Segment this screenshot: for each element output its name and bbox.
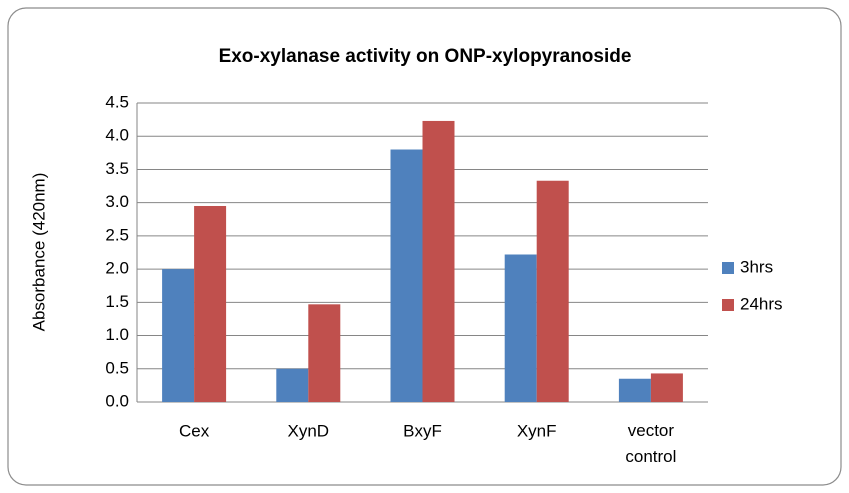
bar <box>618 378 651 402</box>
y-tick-label: 4.0 <box>105 126 129 145</box>
y-tick-label: 3.0 <box>105 192 129 211</box>
bar <box>162 269 195 402</box>
x-tick-label: XynD <box>288 421 330 440</box>
bar <box>650 373 683 402</box>
bar <box>390 149 423 402</box>
y-tick-label: 2.5 <box>105 225 129 244</box>
bar <box>276 368 309 402</box>
bar <box>504 254 537 402</box>
legend-label: 3hrs <box>740 257 773 276</box>
bar <box>422 120 455 402</box>
legend-swatch <box>722 262 734 274</box>
x-tick-label: BxyF <box>403 421 442 440</box>
y-tick-label: 4.5 <box>105 92 129 111</box>
legend-label: 24hrs <box>740 294 783 313</box>
bar <box>308 304 341 402</box>
x-tick-label: XynF <box>517 421 557 440</box>
y-axis-label: Absorbance (420nm) <box>29 173 48 332</box>
y-tick-label: 2.0 <box>105 259 129 278</box>
x-tick-label: Cex <box>179 421 210 440</box>
bar <box>194 205 227 402</box>
chart-title: Exo-xylanase activity on ONP-xylopyranos… <box>219 46 632 67</box>
legend-swatch <box>722 299 734 311</box>
y-tick-label: 1.5 <box>105 292 129 311</box>
x-tick-label: vector control <box>625 421 676 466</box>
y-tick-label: 1.0 <box>105 325 129 344</box>
y-tick-label: 0.5 <box>105 358 129 377</box>
y-tick-label: 3.5 <box>105 159 129 178</box>
y-tick-label: 0.0 <box>105 391 129 410</box>
bar <box>536 180 569 402</box>
